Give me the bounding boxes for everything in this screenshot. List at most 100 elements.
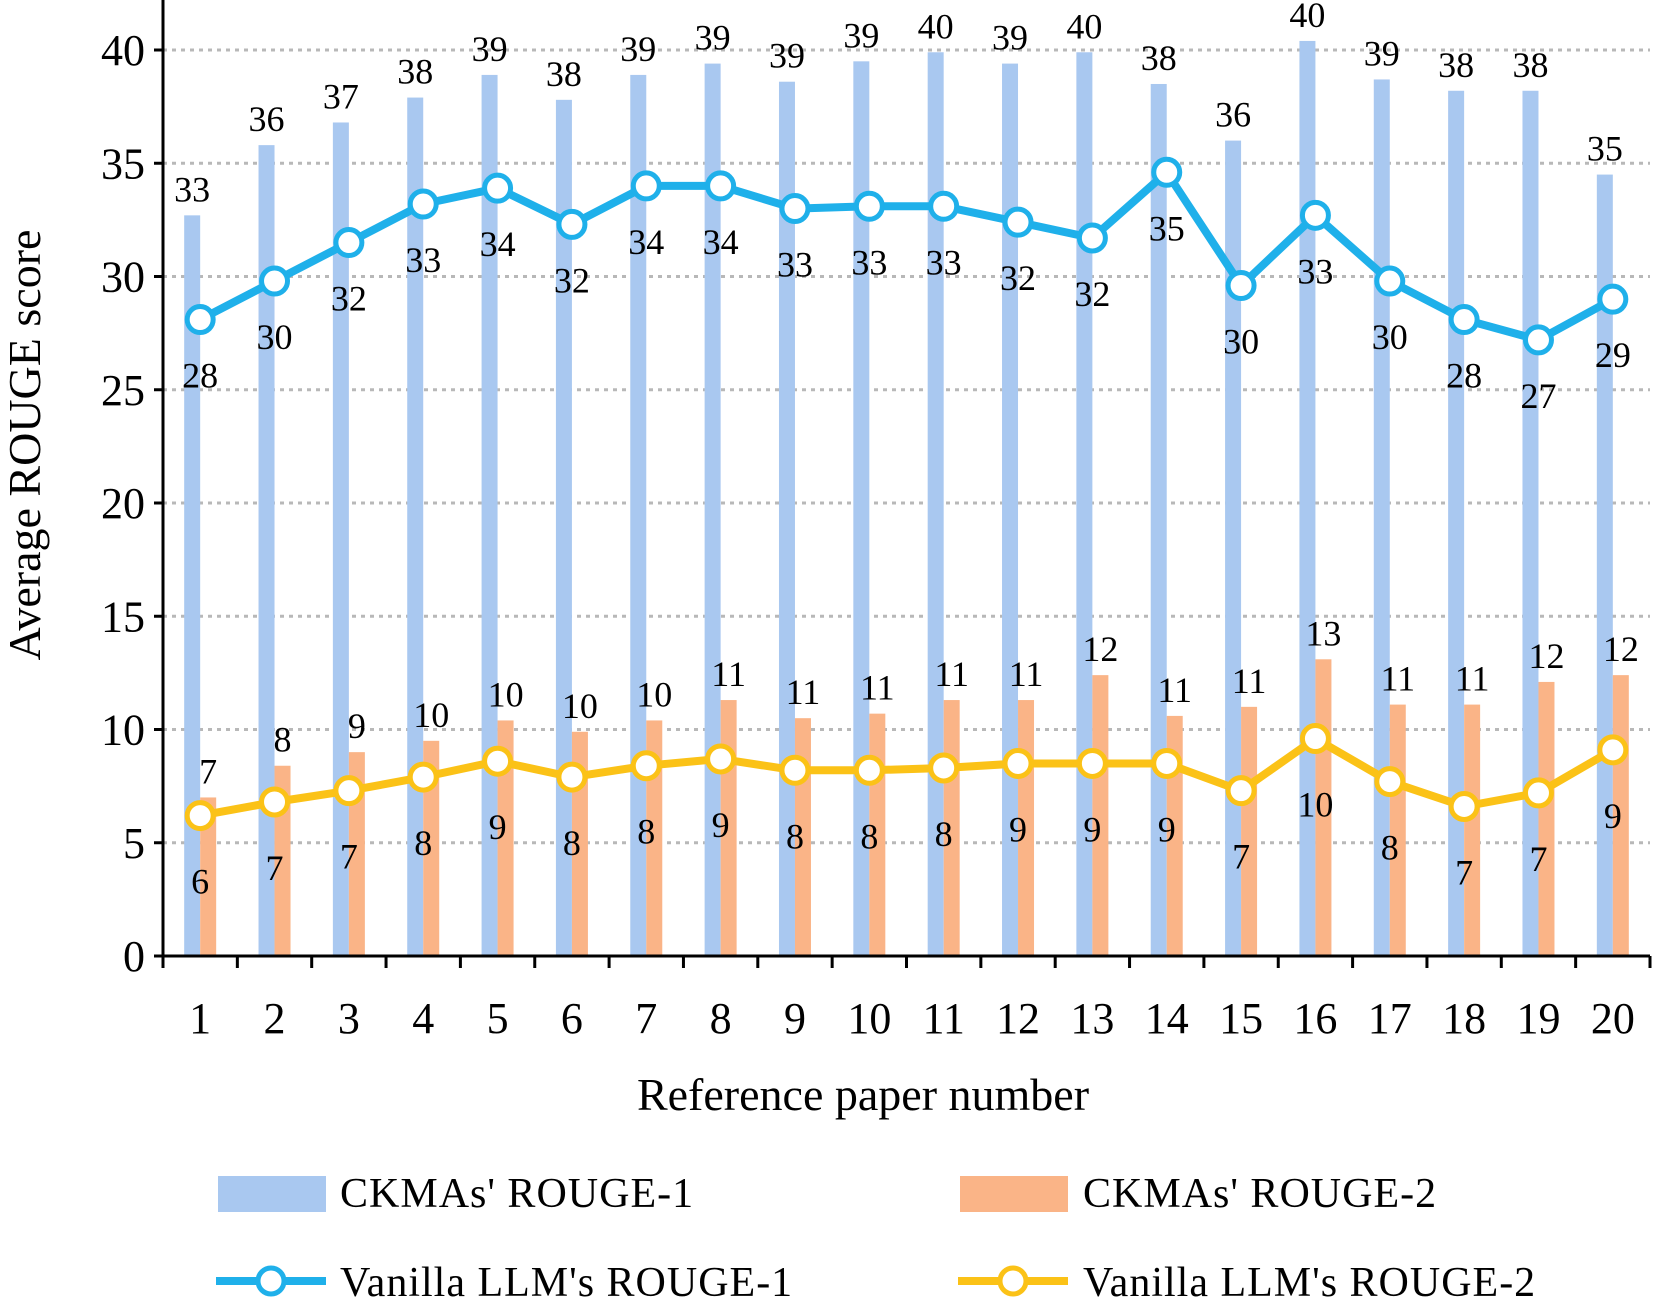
data-label-ckmas-rouge-1-20: 35: [1587, 129, 1623, 169]
data-label-ckmas-rouge-2-9: 11: [786, 672, 821, 712]
marker-vanilla-rouge-2-4: [407, 761, 439, 793]
data-label-ckmas-rouge-1-13: 40: [1066, 6, 1102, 46]
bar-ckmas-rouge-2-18: [1464, 704, 1481, 956]
bar-ckmas-rouge-1-10: [853, 61, 870, 956]
legend-marker-vanilla-rouge-1: [255, 1265, 287, 1297]
data-label-vanilla-rouge-1-6: 32: [554, 260, 590, 300]
data-label-vanilla-rouge-2-13: 9: [1083, 809, 1101, 849]
data-label-ckmas-rouge-2-10: 11: [860, 668, 895, 708]
data-label-ckmas-rouge-2-19: 12: [1528, 636, 1564, 676]
data-label-vanilla-rouge-2-12: 9: [1009, 809, 1027, 849]
data-label-vanilla-rouge-1-8: 34: [703, 222, 739, 262]
bar-ckmas-rouge-1-13: [1076, 52, 1093, 956]
bar-ckmas-rouge-2-5: [497, 720, 514, 956]
data-label-ckmas-rouge-2-8: 11: [711, 654, 746, 694]
data-label-vanilla-rouge-1-12: 32: [1000, 258, 1036, 298]
bar-ckmas-rouge-1-14: [1150, 83, 1167, 957]
marker-vanilla-rouge-1-16: [1299, 199, 1331, 231]
marker-vanilla-rouge-2-7: [630, 750, 662, 782]
marker-vanilla-rouge-2-13: [1076, 747, 1108, 779]
data-label-vanilla-rouge-1-17: 30: [1372, 317, 1408, 357]
marker-vanilla-rouge-1-1: [184, 304, 216, 336]
data-label-ckmas-rouge-1-10: 39: [843, 15, 879, 55]
marker-vanilla-rouge-1-10: [853, 190, 885, 222]
marker-vanilla-rouge-2-12: [1002, 747, 1034, 779]
data-label-vanilla-rouge-2-11: 8: [935, 814, 953, 854]
marker-vanilla-rouge-1-12: [1002, 206, 1034, 238]
marker-vanilla-rouge-1-6: [556, 208, 588, 240]
x-tick-label-10: 10: [847, 994, 891, 1043]
marker-vanilla-rouge-2-1: [184, 800, 216, 832]
marker-vanilla-rouge-2-8: [705, 743, 737, 775]
bar-ckmas-rouge-2-1: [200, 797, 217, 956]
marker-vanilla-rouge-1-8: [705, 170, 737, 202]
data-label-ckmas-rouge-1-3: 37: [323, 76, 359, 116]
data-label-ckmas-rouge-1-17: 39: [1364, 33, 1400, 73]
bar-ckmas-rouge-1-12: [1002, 63, 1019, 956]
data-label-ckmas-rouge-2-7: 10: [636, 674, 672, 714]
data-label-vanilla-rouge-2-16: 10: [1297, 785, 1333, 825]
data-label-ckmas-rouge-2-13: 12: [1082, 629, 1118, 669]
marker-vanilla-rouge-2-2: [259, 786, 291, 818]
data-label-ckmas-rouge-2-6: 10: [562, 686, 598, 726]
data-label-ckmas-rouge-2-17: 11: [1380, 659, 1415, 699]
bar-ckmas-rouge-1-9: [778, 81, 795, 956]
bar-ckmas-rouge-1-17: [1373, 79, 1390, 956]
bar-ckmas-rouge-1-8: [704, 63, 721, 956]
data-label-ckmas-rouge-2-1: 7: [199, 751, 217, 791]
x-tick-label-9: 9: [784, 994, 806, 1043]
marker-vanilla-rouge-2-18: [1448, 791, 1480, 823]
data-label-vanilla-rouge-2-3: 7: [340, 837, 358, 877]
data-label-vanilla-rouge-2-14: 9: [1158, 809, 1176, 849]
data-label-ckmas-rouge-1-1: 33: [174, 169, 210, 209]
data-label-vanilla-rouge-1-13: 32: [1074, 274, 1110, 314]
y-tick-label-0: 0: [123, 932, 145, 981]
bar-ckmas-rouge-2-19: [1538, 681, 1555, 956]
data-label-vanilla-rouge-1-2: 30: [257, 317, 293, 357]
y-tick-label-40: 40: [101, 26, 145, 75]
line-layer: [184, 156, 1629, 832]
data-label-vanilla-rouge-1-4: 33: [405, 240, 441, 280]
data-label-vanilla-rouge-1-10: 33: [851, 242, 887, 282]
x-tick-label-3: 3: [338, 994, 360, 1043]
marker-vanilla-rouge-1-7: [630, 170, 662, 202]
x-tick-label-15: 15: [1219, 994, 1263, 1043]
data-label-vanilla-rouge-2-19: 7: [1529, 839, 1547, 879]
x-tick-label-20: 20: [1591, 994, 1635, 1043]
y-tick-label-25: 25: [101, 366, 145, 415]
data-label-ckmas-rouge-2-16: 13: [1305, 613, 1341, 653]
data-label-ckmas-rouge-1-19: 38: [1512, 45, 1548, 85]
data-label-ckmas-rouge-2-20: 12: [1603, 629, 1639, 669]
bar-ckmas-rouge-1-15: [1225, 140, 1242, 957]
marker-vanilla-rouge-1-4: [407, 188, 439, 220]
data-label-vanilla-rouge-2-9: 8: [786, 816, 804, 856]
bar-ckmas-rouge-1-18: [1448, 90, 1465, 956]
bar-ckmas-rouge-1-1: [184, 215, 201, 957]
data-label-vanilla-rouge-2-10: 8: [860, 816, 878, 856]
data-label-vanilla-rouge-1-9: 33: [777, 245, 813, 285]
marker-vanilla-rouge-2-9: [779, 754, 811, 786]
grid-layer: [163, 48, 1650, 845]
marker-vanilla-rouge-2-6: [556, 761, 588, 793]
data-label-ckmas-rouge-1-14: 38: [1141, 38, 1177, 78]
x-tick-label-16: 16: [1293, 994, 1337, 1043]
marker-vanilla-rouge-1-18: [1448, 304, 1480, 336]
data-label-vanilla-rouge-1-19: 27: [1520, 376, 1556, 416]
bar-ckmas-rouge-1-4: [407, 97, 424, 956]
legend-marker-vanilla-rouge-2: [997, 1265, 1029, 1297]
data-label-ckmas-rouge-2-2: 8: [274, 720, 292, 760]
data-label-ckmas-rouge-2-11: 11: [934, 654, 969, 694]
legend-label-vanilla-rouge-1: Vanilla LLM's ROUGE-1: [340, 1260, 793, 1303]
data-label-ckmas-rouge-1-12: 39: [992, 18, 1028, 58]
x-tick-label-11: 11: [922, 994, 964, 1043]
marker-vanilla-rouge-2-10: [853, 754, 885, 786]
marker-vanilla-rouge-2-17: [1374, 766, 1406, 798]
data-label-vanilla-rouge-2-17: 8: [1381, 828, 1399, 868]
bar-ckmas-rouge-1-7: [630, 74, 647, 957]
marker-vanilla-rouge-2-19: [1522, 777, 1554, 809]
data-label-ckmas-rouge-2-4: 10: [413, 695, 449, 735]
marker-vanilla-rouge-2-16: [1299, 723, 1331, 755]
data-label-vanilla-rouge-2-4: 8: [414, 823, 432, 863]
data-label-vanilla-rouge-2-5: 9: [489, 807, 507, 847]
